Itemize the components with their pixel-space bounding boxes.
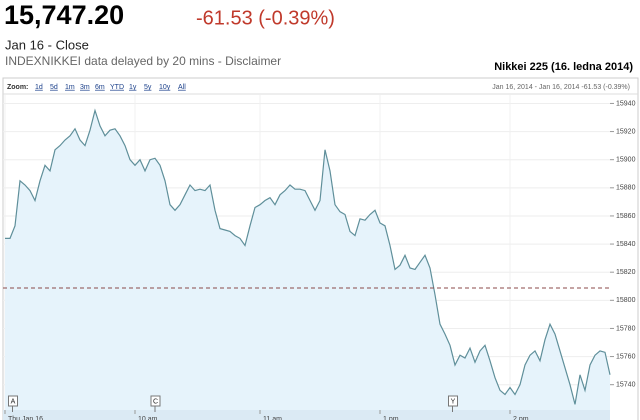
y-tick-label: 15800 <box>616 297 636 304</box>
y-tick-label: 15900 <box>616 157 636 164</box>
y-tick-label: 15820 <box>616 269 636 276</box>
zoom-option[interactable]: All <box>178 84 186 91</box>
x-axis-band <box>3 410 610 420</box>
zoom-option[interactable]: YTD <box>110 84 124 91</box>
flag-label: C <box>153 398 158 405</box>
price-change: -61.53 (-0.39%) <box>196 7 335 29</box>
y-tick-label: 15760 <box>616 353 636 360</box>
flag-label: A <box>11 398 16 405</box>
range-text: Jan 16, 2014 - Jan 16, 2014 -61.53 (-0.3… <box>492 84 630 91</box>
area <box>5 110 610 410</box>
y-tick-label: 15940 <box>616 100 636 107</box>
zoom-option[interactable]: 6m <box>95 84 105 91</box>
zoom-label: Zoom: <box>7 84 28 91</box>
y-tick-label: 15920 <box>616 128 636 135</box>
zoom-option[interactable]: 3m <box>80 84 90 91</box>
zoom-option[interactable]: 1m <box>65 84 75 91</box>
y-tick-label: 15880 <box>616 185 636 192</box>
close-date: Jan 16 - Close <box>5 37 89 52</box>
x-tick-label: 11 am <box>263 416 282 420</box>
y-tick-label: 15740 <box>616 382 636 389</box>
flag[interactable] <box>448 395 458 407</box>
x-tick-label: 2 pm <box>513 416 529 420</box>
zoom-option[interactable]: 10y <box>159 84 171 91</box>
zoom-option[interactable]: 5y <box>144 84 152 91</box>
chart-title: Nikkei 225 (16. ledna 2014) <box>494 61 633 73</box>
y-tick-label: 15860 <box>616 213 636 220</box>
flag[interactable] <box>8 395 18 407</box>
data-source: INDEXNIKKEI data delayed by 20 mins - Di… <box>5 54 281 68</box>
x-tick-label: Thu Jan 16 <box>8 416 43 420</box>
y-tick-label: 15780 <box>616 325 636 332</box>
price: 15,747.20 <box>4 0 124 30</box>
zoom-option[interactable]: 1d <box>35 84 43 91</box>
flag-label: Y <box>451 398 456 405</box>
line <box>5 108 611 405</box>
y-tick-label: 15840 <box>616 241 636 248</box>
zoom-option[interactable]: 5d <box>50 84 58 91</box>
zoom-option[interactable]: 1y <box>129 84 137 91</box>
flag[interactable] <box>150 395 161 407</box>
x-tick-label: 10 am <box>138 416 158 420</box>
x-tick-label: 1 pm <box>383 416 399 420</box>
chart-frame <box>2 77 639 420</box>
